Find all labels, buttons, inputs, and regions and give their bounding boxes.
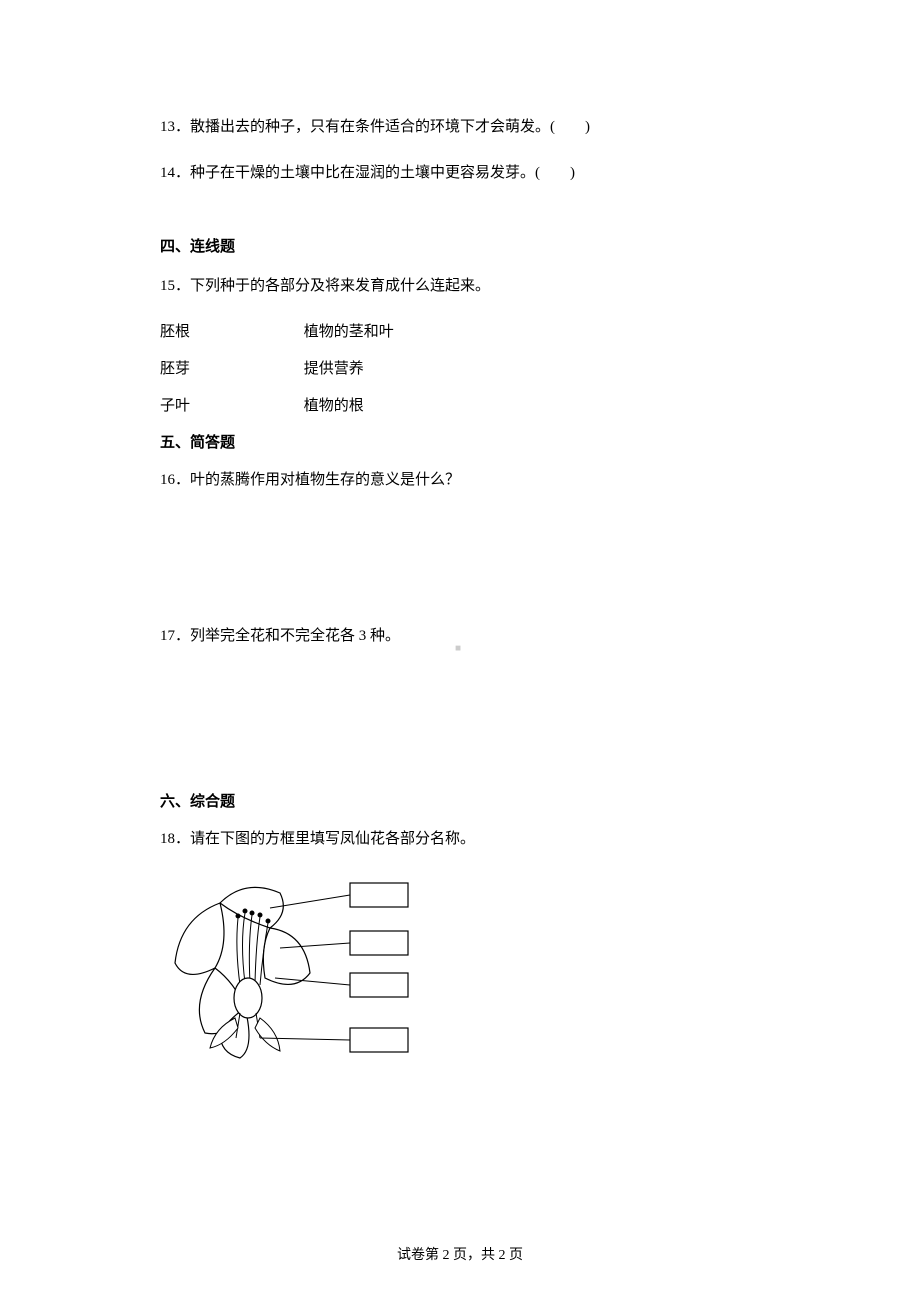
- question-18: 18．请在下图的方框里填写凤仙花各部分名称。: [160, 827, 760, 851]
- matching-left-1: 胚芽: [160, 357, 300, 378]
- matching-row: 胚根 植物的茎和叶: [160, 320, 760, 341]
- question-15-intro: 15．下列种于的各部分及将来发育成什么连起来。: [160, 274, 760, 298]
- section-6-heading: 六、综合题: [160, 790, 760, 811]
- flower-diagram: [160, 873, 420, 1073]
- page-footer: 试卷第 2 页，共 2 页: [0, 1244, 920, 1264]
- answer-space-17: [160, 670, 760, 780]
- matching-row: 子叶 植物的根: [160, 394, 760, 415]
- question-14: 14．种子在干燥的土壤中比在湿润的土壤中更容易发芽。( ): [160, 161, 760, 185]
- watermark-icon: ■: [455, 643, 465, 653]
- matching-row: 胚芽 提供营养: [160, 357, 760, 378]
- matching-right-0: 植物的茎和叶: [304, 320, 394, 341]
- answer-space-16: [160, 514, 760, 624]
- question-16: 16．叶的蒸腾作用对植物生存的意义是什么？: [160, 468, 760, 492]
- section-4-heading: 四、连线题: [160, 235, 760, 256]
- matching-right-2: 植物的根: [304, 394, 364, 415]
- question-13: 13．散播出去的种子，只有在条件适合的环境下才会萌发。( ): [160, 115, 760, 139]
- matching-left-0: 胚根: [160, 320, 300, 341]
- matching-right-1: 提供营养: [304, 357, 364, 378]
- flower-svg: [160, 873, 420, 1073]
- section-5-heading: 五、简答题: [160, 431, 760, 452]
- matching-left-2: 子叶: [160, 394, 300, 415]
